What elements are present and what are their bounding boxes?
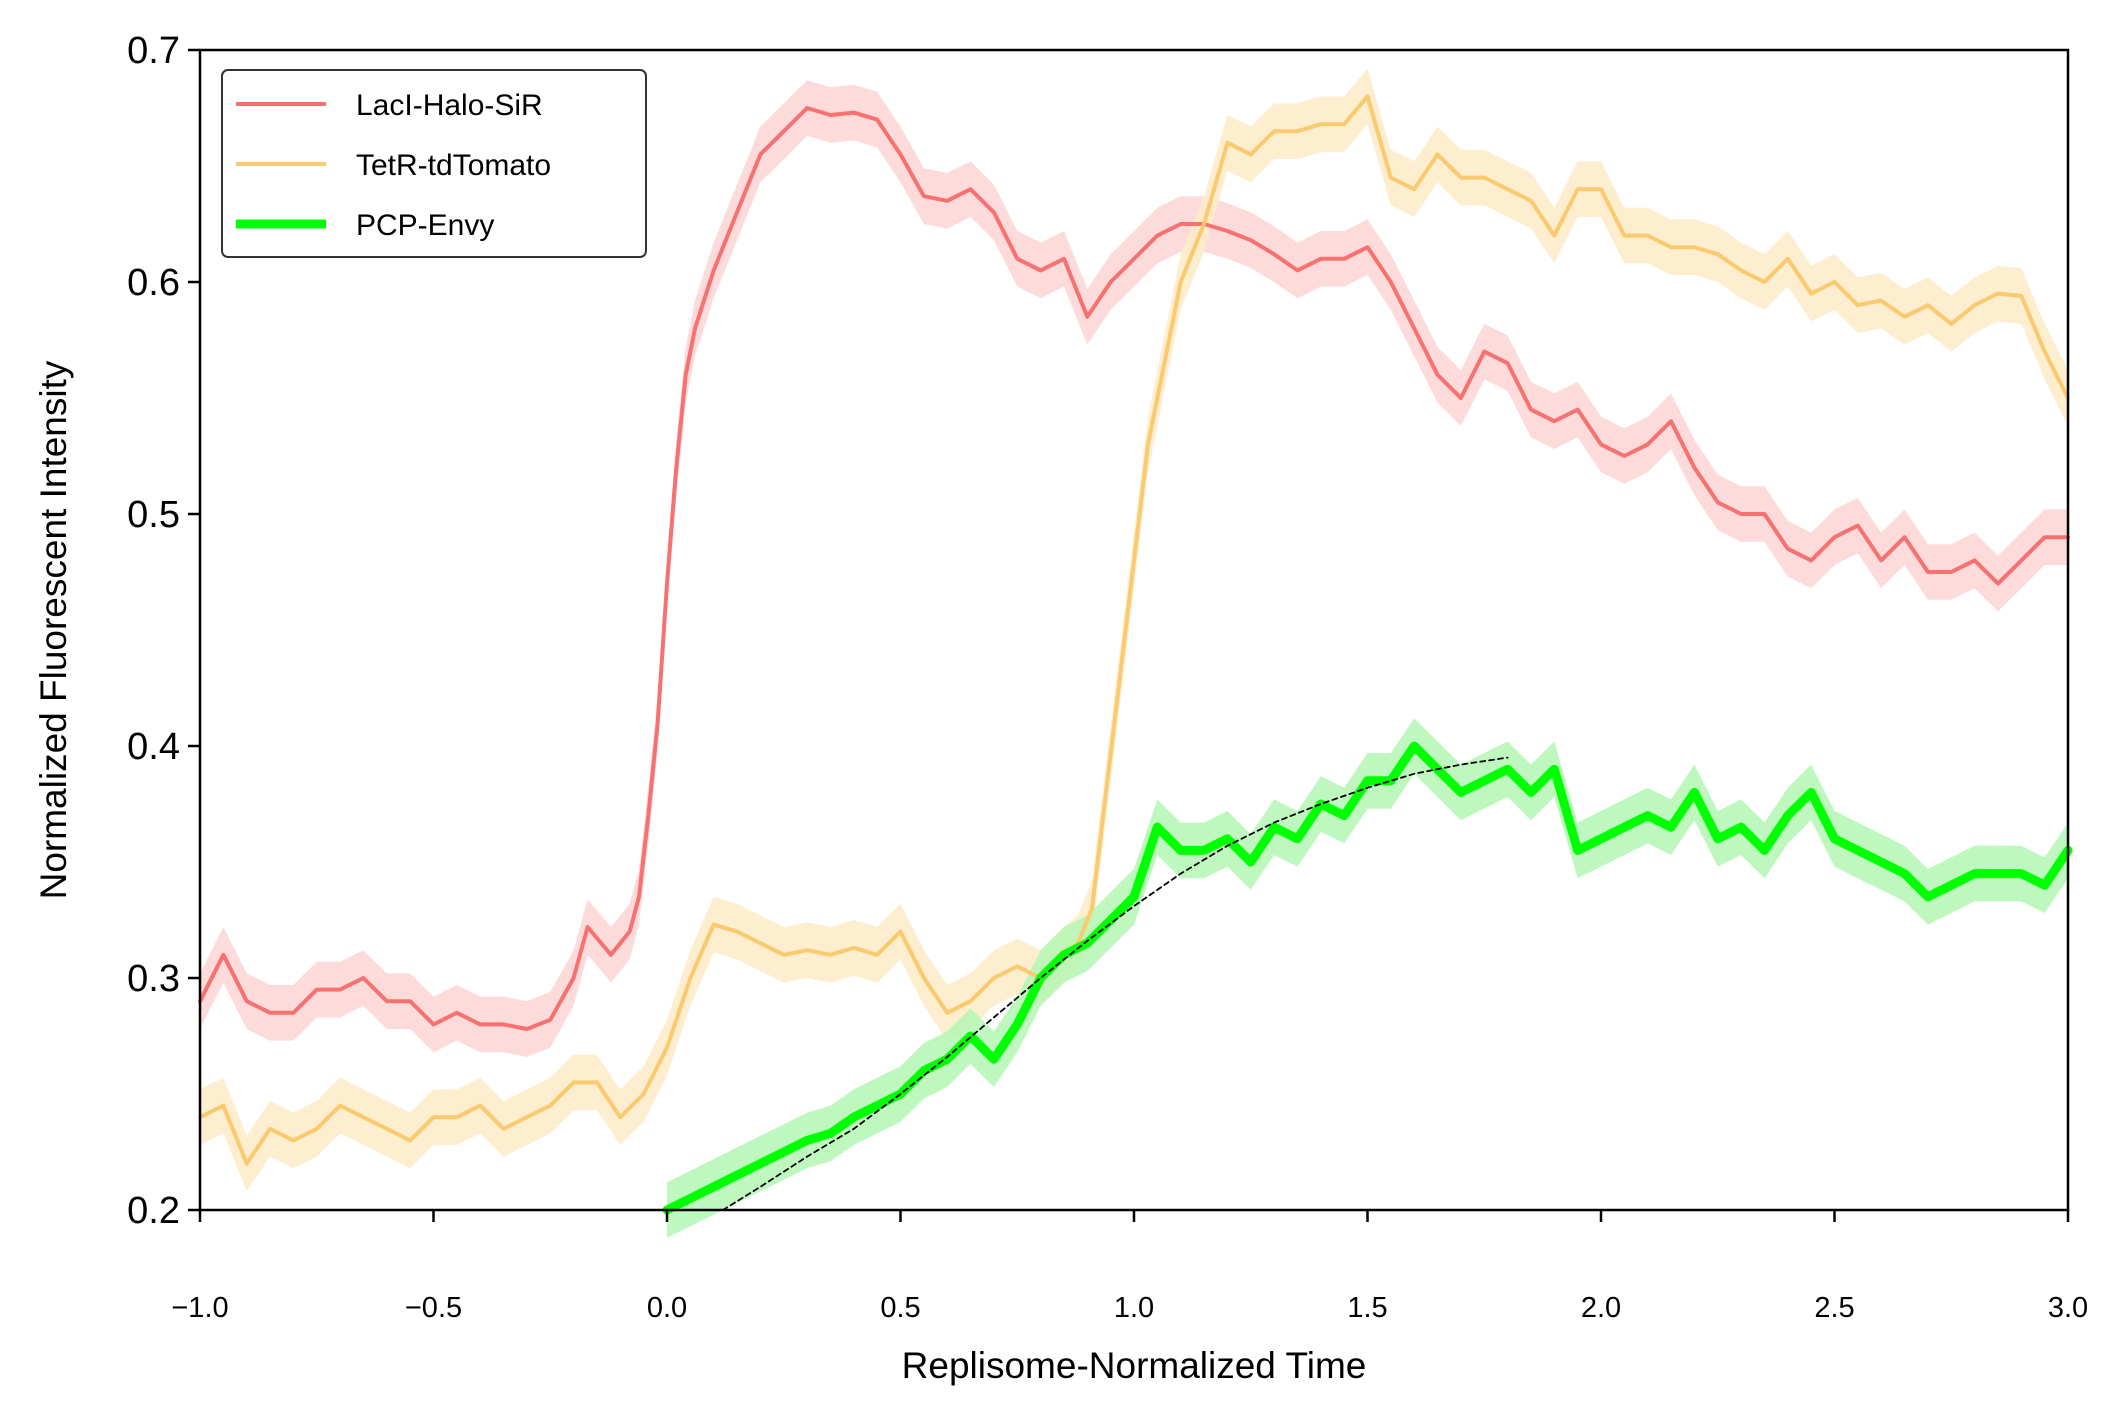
- x-axis: −1.0 −0.5 0.0 0.5 1.0 1.5 2.0 2.5 3.0: [171, 1210, 2088, 1324]
- x-tick-label: 2.5: [1814, 1292, 1854, 1324]
- y-tick-label: 0.4: [127, 726, 180, 768]
- y-axis: 0.2 0.3 0.4 0.5 0.6 0.7: [127, 30, 200, 1232]
- y-tick-label: 0.2: [127, 1190, 180, 1232]
- x-tick-label: 0.5: [880, 1292, 920, 1324]
- y-tick-label: 0.3: [127, 958, 180, 1000]
- x-axis-label: Replisome-Normalized Time: [902, 1345, 1367, 1386]
- legend-label-tetr-tdtomato: TetR-tdTomato: [356, 149, 551, 182]
- x-tick-label: −0.5: [405, 1292, 462, 1324]
- x-tick-label: 2.0: [1581, 1292, 1621, 1324]
- series-lines: [198, 94, 2073, 1215]
- y-tick-label: 0.7: [127, 30, 180, 72]
- laci-halo-sir-band: [200, 80, 2068, 1057]
- y-tick-label: 0.6: [127, 262, 180, 304]
- legend-label-pcp-envy: PCP-Envy: [356, 209, 494, 242]
- tetr-tdtomato-line: [198, 94, 2070, 1166]
- y-tick-label: 0.5: [127, 494, 180, 536]
- legend: LacI-Halo-SiR TetR-tdTomato PCP-Envy: [221, 69, 647, 258]
- confidence-bands: [200, 68, 2068, 1238]
- x-tick-label: 0.0: [647, 1292, 687, 1324]
- x-tick-label: 1.5: [1347, 1292, 1387, 1324]
- laci-halo-sir-line: [198, 106, 2070, 1031]
- x-tick-label: −1.0: [171, 1292, 228, 1324]
- trend-line: [722, 756, 1509, 1211]
- pcp-envy-band: [667, 718, 2068, 1238]
- x-tick-label: 3.0: [2048, 1292, 2088, 1324]
- legend-label-laci-halo-sir: LacI-Halo-SiR: [356, 89, 543, 122]
- legend-box: [221, 69, 647, 258]
- y-axis-label: Normalized Fluorescent Intensity: [33, 360, 74, 899]
- x-tick-label: 1.0: [1114, 1292, 1154, 1324]
